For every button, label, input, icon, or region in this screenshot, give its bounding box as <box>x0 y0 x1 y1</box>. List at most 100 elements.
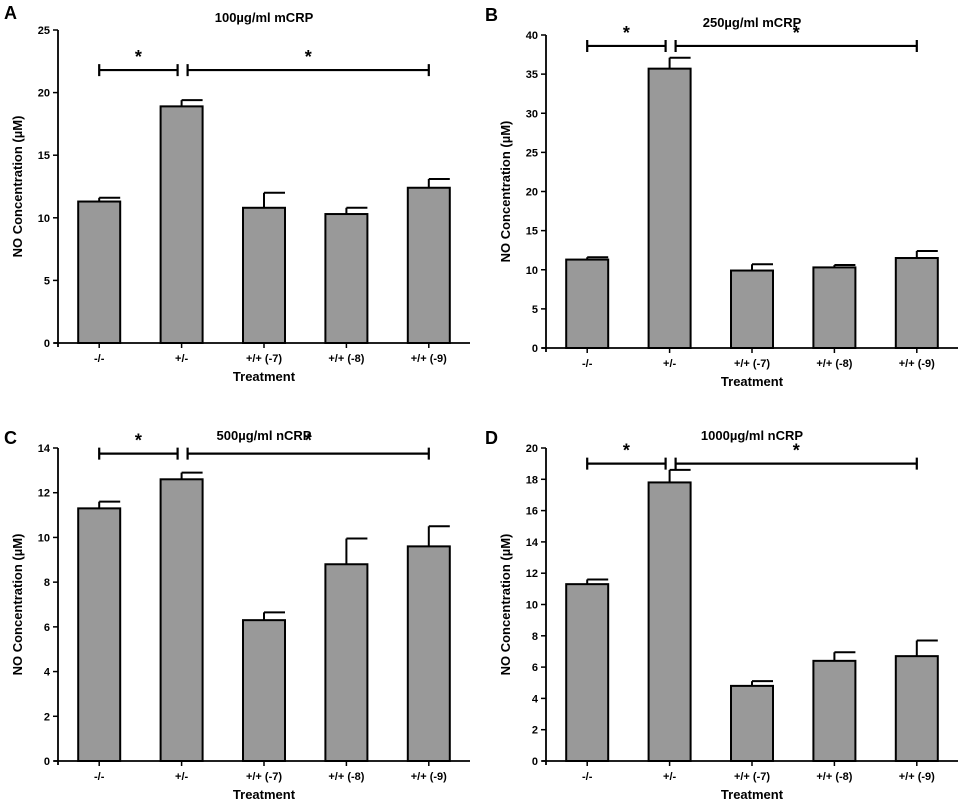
bar-1 <box>647 481 692 762</box>
y-tick-label: 25 <box>526 147 538 159</box>
x-tick-label: -/- <box>94 771 105 783</box>
bar-0 <box>565 258 610 350</box>
x-axis-label: Treatment <box>721 374 784 389</box>
significance-star-1: * <box>305 47 312 67</box>
significance-bracket-1 <box>674 457 918 470</box>
bar-1 <box>159 105 204 345</box>
y-tick-label: 18 <box>526 474 538 486</box>
x-tick-label: +/+ (-8) <box>328 771 364 783</box>
significance-bracket-1 <box>186 64 430 77</box>
x-tick-label: -/- <box>582 358 593 370</box>
y-tick-label: 0 <box>532 756 538 768</box>
bar-2 <box>730 684 774 763</box>
chart-panel-a: A 100µg/ml mCRP 0 5 10 15 20 25 NO Concentration… <box>4 3 470 384</box>
bar-0 <box>77 200 122 344</box>
x-tick-label: +/+ (-7) <box>246 353 282 365</box>
y-tick-label: 10 <box>526 600 538 612</box>
y-tick-label: 6 <box>532 662 538 674</box>
bar-0 <box>77 507 122 762</box>
significance-bracket-0 <box>98 64 179 77</box>
chart-title: 1000µg/ml nCRP <box>701 428 803 443</box>
y-tick-label: 40 <box>526 30 538 42</box>
significance-star-0: * <box>623 23 630 43</box>
significance-star-1: * <box>793 23 800 43</box>
chart-title: 250µg/ml mCRP <box>703 15 802 30</box>
x-tick-label: +/+ (-9) <box>899 771 935 783</box>
panel-label: C <box>4 428 17 448</box>
chart-panel-c: C 500µg/ml nCRP 0 2 4 6 8 10 12 14 NO Concentratio… <box>4 428 470 802</box>
x-tick-label: +/+ (-7) <box>246 771 282 783</box>
bar-4 <box>894 655 939 763</box>
x-axis-label: Treatment <box>721 787 784 802</box>
chart-panel-d: D 1000µg/ml nCRP 0 2 4 6 8 10 12 14 16 18 20 NO Conce… <box>485 428 958 802</box>
y-tick-label: 12 <box>38 488 50 500</box>
y-axis-label: NO Concentration (µM) <box>10 116 25 258</box>
y-tick-label: 10 <box>38 532 50 544</box>
bar-3 <box>324 213 369 344</box>
y-tick-label: 14 <box>38 443 51 455</box>
bar-1 <box>647 67 692 350</box>
significance-star-0: * <box>623 441 630 461</box>
x-axis-label: Treatment <box>233 369 296 384</box>
significance-bracket-1 <box>186 447 430 460</box>
y-tick-label: 15 <box>38 150 50 162</box>
x-tick-label: +/+ (-7) <box>734 771 770 783</box>
x-tick-label: -/- <box>94 353 105 365</box>
x-tick-label: +/- <box>175 353 188 365</box>
y-tick-label: 16 <box>526 506 538 518</box>
significance-star-0: * <box>135 47 142 67</box>
y-tick-label: 20 <box>526 443 538 455</box>
x-tick-label: +/- <box>663 358 676 370</box>
significance-star-1: * <box>793 441 800 461</box>
bar-1 <box>159 478 204 762</box>
y-tick-label: 0 <box>44 338 50 350</box>
bar-3 <box>812 659 857 763</box>
y-tick-label: 5 <box>44 275 50 287</box>
x-tick-label: +/+ (-8) <box>816 358 852 370</box>
y-tick-label: 6 <box>44 622 50 634</box>
y-axis-label: NO Concentration (µM) <box>498 534 513 676</box>
significance-bracket-0 <box>98 447 179 460</box>
x-tick-label: +/+ (-7) <box>734 358 770 370</box>
x-tick-label: -/- <box>582 771 593 783</box>
bar-4 <box>406 545 451 762</box>
x-axis-label: Treatment <box>233 787 296 802</box>
x-tick-label: +/+ (-9) <box>899 358 935 370</box>
bar-2 <box>242 619 286 763</box>
x-tick-label: +/+ (-8) <box>328 353 364 365</box>
y-tick-label: 25 <box>38 25 50 37</box>
x-tick-label: +/+ (-9) <box>411 353 447 365</box>
y-tick-label: 4 <box>532 693 539 705</box>
bar-4 <box>406 186 451 344</box>
y-tick-label: 35 <box>526 69 538 81</box>
x-tick-label: +/- <box>175 771 188 783</box>
y-tick-label: 0 <box>532 343 538 355</box>
y-tick-label: 14 <box>526 537 539 549</box>
x-tick-label: +/+ (-8) <box>816 771 852 783</box>
panel-label: D <box>485 428 498 448</box>
y-tick-label: 2 <box>44 711 50 723</box>
y-tick-label: 5 <box>532 304 538 316</box>
x-tick-label: +/- <box>663 771 676 783</box>
chart-panel-b: B 250µg/ml mCRP 0 5 10 15 20 25 30 35 40 NO Concent… <box>485 5 958 389</box>
significance-bracket-0 <box>586 39 667 52</box>
y-tick-label: 15 <box>526 226 538 238</box>
y-tick-label: 12 <box>526 568 538 580</box>
bar-3 <box>812 266 857 349</box>
chart-title: 500µg/ml nCRP <box>217 428 312 443</box>
bar-3 <box>324 563 369 762</box>
y-tick-label: 20 <box>526 187 538 199</box>
panel-label: A <box>4 3 17 23</box>
significance-star-1: * <box>305 431 312 451</box>
bar-4 <box>894 257 939 350</box>
significance-star-0: * <box>135 431 142 451</box>
y-tick-label: 8 <box>44 577 50 589</box>
y-tick-label: 20 <box>38 88 50 100</box>
bar-2 <box>730 269 774 349</box>
y-tick-label: 2 <box>532 725 538 737</box>
bar-0 <box>565 583 610 763</box>
y-axis-label: NO Concentration (µM) <box>10 534 25 676</box>
y-tick-label: 30 <box>526 108 538 120</box>
y-tick-label: 10 <box>38 213 50 225</box>
